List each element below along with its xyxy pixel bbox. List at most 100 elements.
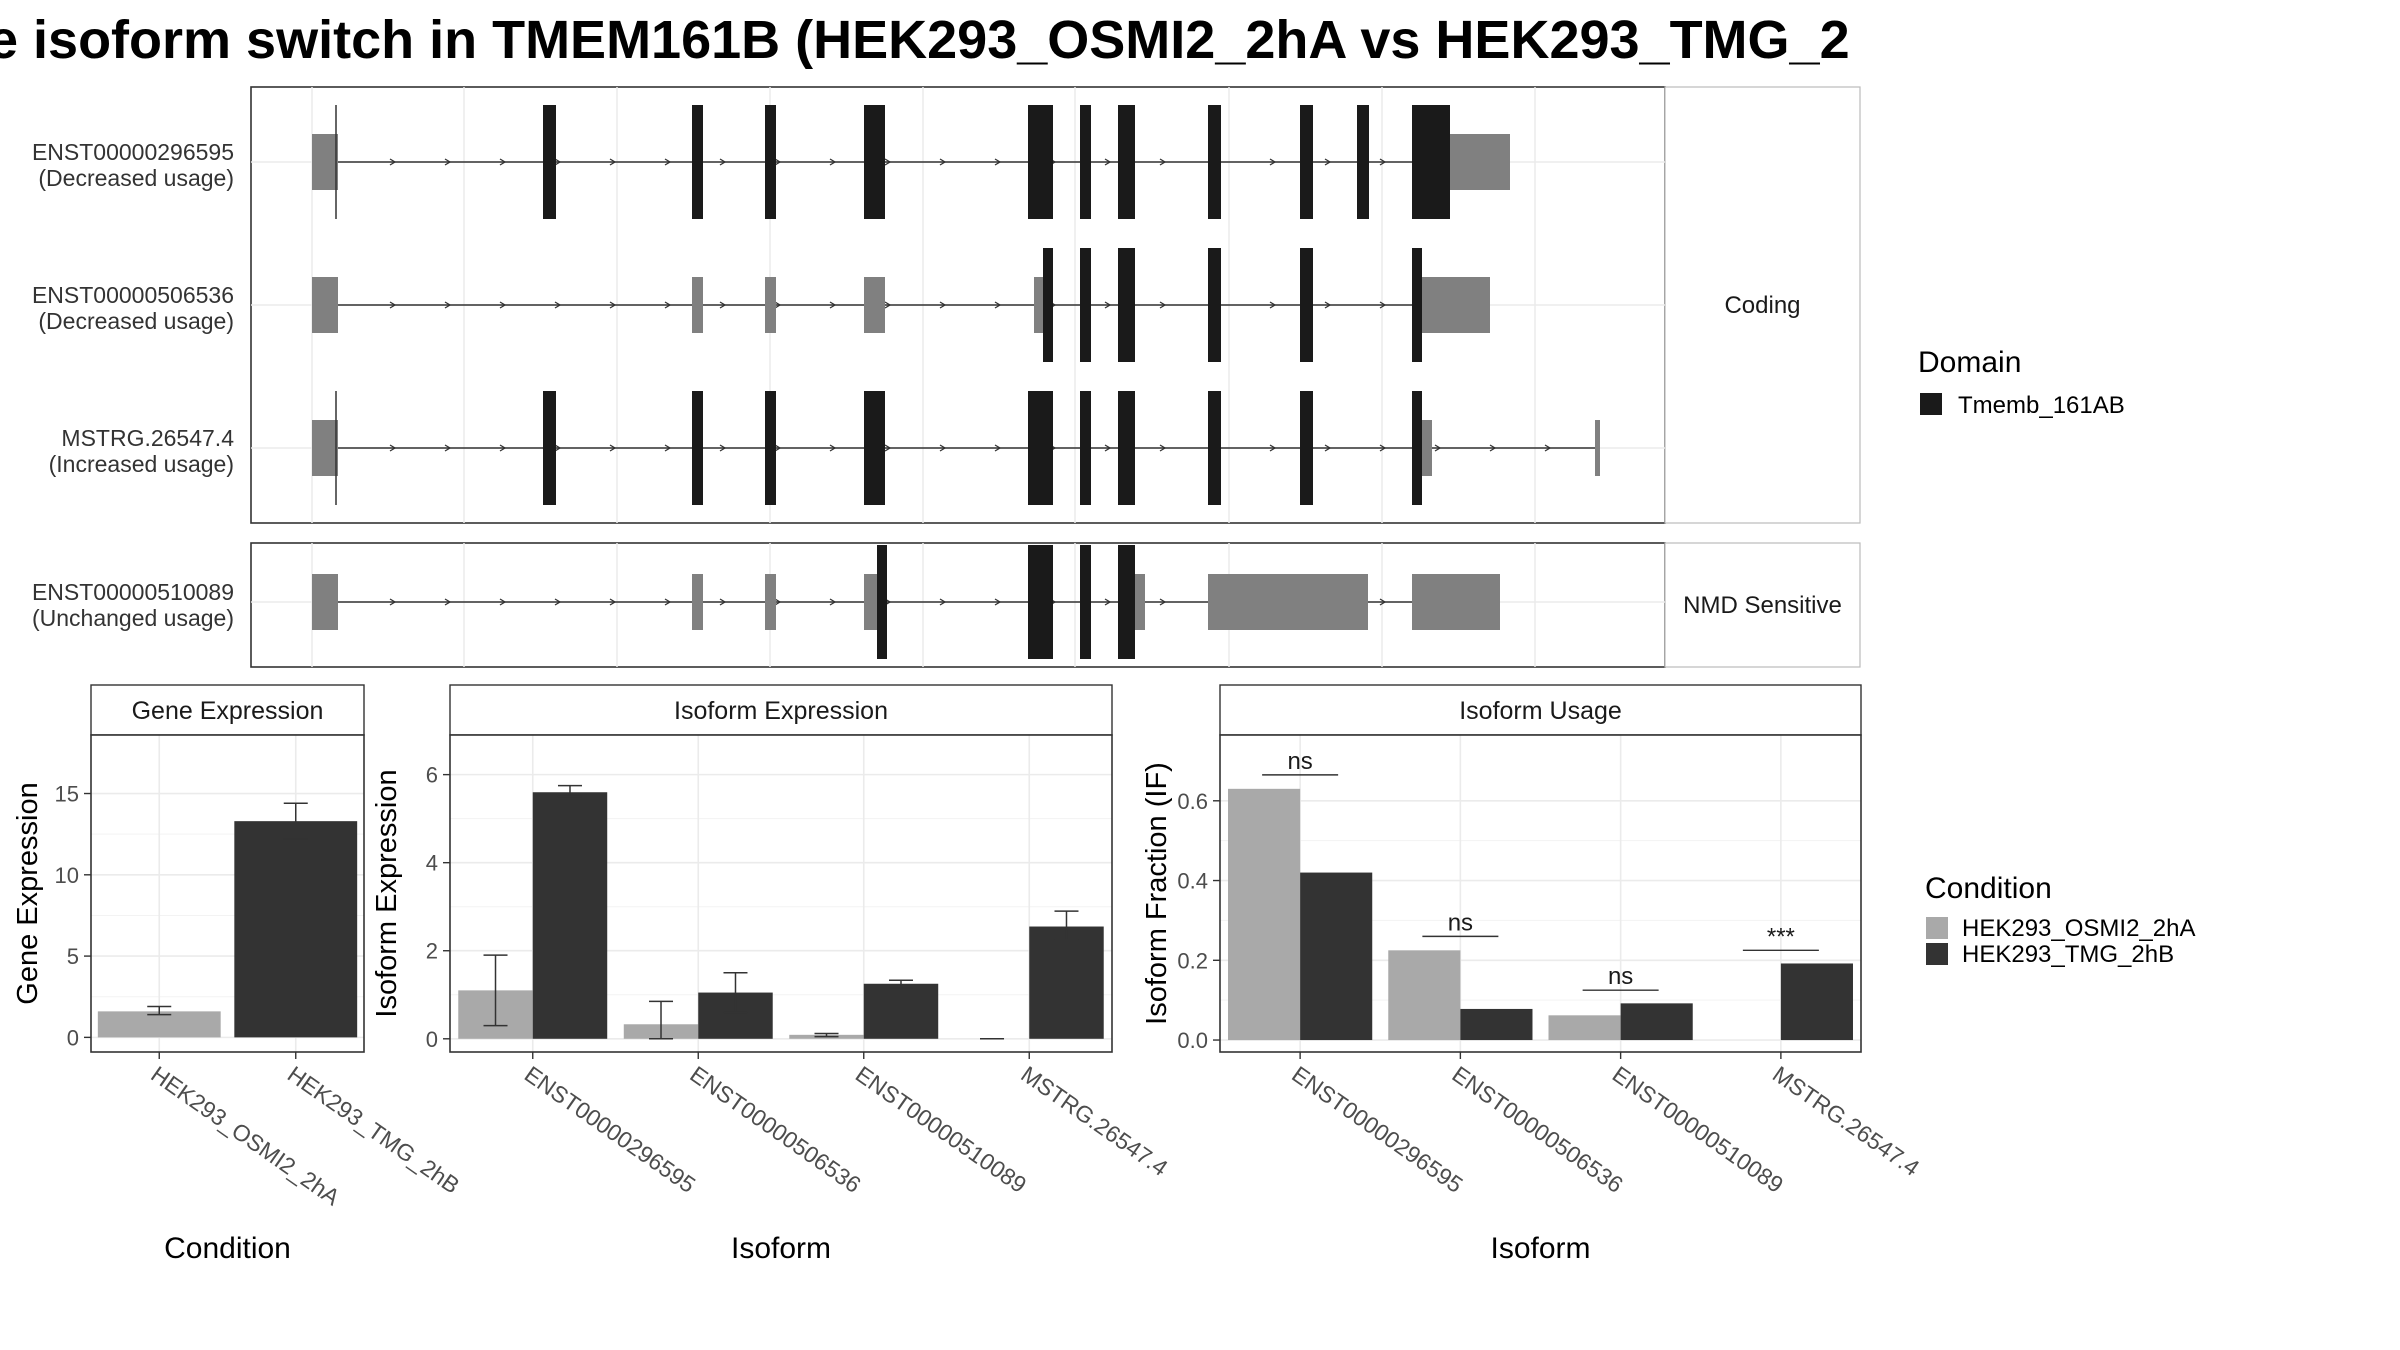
chart-title: Isoform Usage [1459, 697, 1622, 725]
strand-arrow [719, 158, 727, 166]
exon-domain [877, 545, 887, 659]
strand-arrow [444, 598, 452, 606]
exon-domain [765, 105, 776, 219]
y-tick-label: 2 [426, 939, 438, 964]
exon-domain [1118, 248, 1135, 362]
bar [1620, 1003, 1693, 1041]
exon-utr [765, 277, 776, 333]
strand-arrow [1269, 444, 1277, 452]
exon-utr [1412, 574, 1500, 630]
facet-strip-label: NMD Sensitive [1683, 592, 1842, 619]
bar [1228, 788, 1301, 1041]
exon-domain [864, 391, 885, 505]
strand-arrow [829, 444, 837, 452]
strand-arrow [884, 444, 892, 452]
x-tick-label: ENST00000510089 [1608, 1061, 1788, 1198]
strand-arrow [994, 301, 1002, 309]
strand-arrow [554, 598, 562, 606]
exon-domain [1208, 391, 1221, 505]
facet-strip [449, 684, 1113, 736]
exon-utr [1422, 420, 1432, 476]
exon-domain [543, 105, 556, 219]
x-tick-label: MSTRG.26547.4 [1768, 1061, 1924, 1181]
exon-utr [312, 277, 338, 333]
x-tick-label: MSTRG.26547.4 [1016, 1061, 1172, 1181]
strand-arrow [1269, 158, 1277, 166]
bar [1029, 926, 1104, 1039]
strand-arrow [499, 598, 507, 606]
figure-title: e isoform switch in TMEM161B (HEK293_OSM… [0, 10, 1850, 70]
strand-arrow [609, 301, 617, 309]
isoform-track-usage: (Increased usage) [49, 451, 234, 477]
legend-swatch [1926, 917, 1948, 939]
strand-arrow [994, 158, 1002, 166]
significance-label: ns [1448, 909, 1473, 936]
legend-item-label: Tmemb_161AB [1958, 392, 2125, 419]
strand-arrow [664, 158, 672, 166]
y-axis-title: Gene Expression [12, 782, 44, 1004]
y-axis-title: Isoform Fraction (IF) [1141, 762, 1173, 1025]
exon-domain [1300, 105, 1313, 219]
exon-domain [1412, 248, 1422, 362]
strand-arrow [1159, 444, 1167, 452]
legend-title: Condition [1925, 872, 2052, 905]
strand-arrow [444, 301, 452, 309]
exon-domain [1080, 105, 1091, 219]
facet-strip [1664, 542, 1861, 668]
legend-item-label: HEK293_OSMI2_2hA [1962, 915, 2195, 942]
y-tick-label: 10 [55, 863, 79, 888]
strand-arrow [1159, 598, 1167, 606]
exon-utr [692, 574, 703, 630]
strand-arrow [719, 444, 727, 452]
y-tick-label: 0.4 [1177, 869, 1208, 894]
exon-domain [1028, 391, 1053, 505]
exon-domain [1080, 248, 1091, 362]
exon-domain [765, 391, 776, 505]
strand-arrow [939, 444, 947, 452]
x-axis-title: Isoform [731, 1232, 831, 1265]
isoform-usage-chart: Isoform Usage ns ns ns *** 0.0 0.2 0.4 0.6 ENST00… [1141, 684, 1924, 1265]
strand-arrow [774, 158, 782, 166]
strand-arrow [719, 598, 727, 606]
bar [1548, 1015, 1621, 1041]
strand-arrow [1104, 444, 1112, 452]
strand-arrow [1324, 158, 1332, 166]
strand-arrow [1104, 158, 1112, 166]
strand-arrow [884, 301, 892, 309]
exon-utr [1450, 134, 1510, 190]
strand-arrow [1434, 444, 1442, 452]
isoform-track-usage: (Decreased usage) [38, 308, 234, 334]
strand-arrow [774, 598, 782, 606]
isoform-track-id: ENST00000506536 [32, 282, 234, 308]
strand-arrow [664, 301, 672, 309]
strand-arrow [829, 158, 837, 166]
strand-arrow [554, 301, 562, 309]
legend-item-label: HEK293_TMG_2hB [1962, 941, 2174, 968]
exon-domain [543, 391, 556, 505]
strand-arrow [1544, 444, 1552, 452]
exon-domain [1028, 105, 1053, 219]
y-tick-label: 4 [426, 851, 438, 876]
strand-arrow [609, 444, 617, 452]
strand-arrow [1104, 598, 1112, 606]
strand-arrow [554, 444, 562, 452]
x-tick-label: ENST00000506536 [685, 1061, 865, 1198]
strand-arrow [499, 158, 507, 166]
exon-domain [1080, 545, 1091, 659]
y-tick-label: 0.2 [1177, 948, 1208, 973]
strand-arrow [774, 301, 782, 309]
exon-utr [312, 420, 338, 476]
strand-arrow [884, 158, 892, 166]
bar [1388, 950, 1461, 1041]
exon-domain [692, 105, 703, 219]
x-tick-label: ENST00000296595 [520, 1061, 700, 1198]
y-tick-label: 0 [67, 1025, 79, 1050]
exon-domain [864, 105, 885, 219]
exon-domain [1118, 391, 1135, 505]
strand-arrow [609, 158, 617, 166]
significance-label: *** [1767, 923, 1795, 950]
significance-label: ns [1608, 963, 1633, 990]
exon-utr [1430, 277, 1490, 333]
exon-utr [312, 134, 338, 190]
